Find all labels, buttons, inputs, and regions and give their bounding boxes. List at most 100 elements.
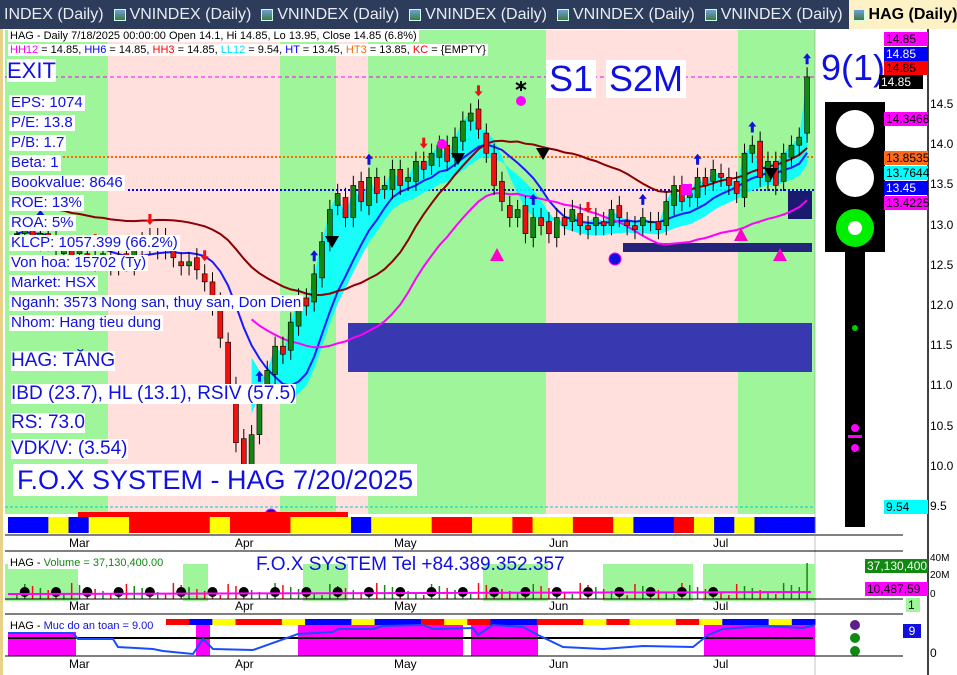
- candle-body: [280, 345, 286, 355]
- fundamental-item: ROE: 13%: [9, 194, 84, 211]
- volume-dot-icon: [301, 587, 312, 597]
- safety-strip-cell: [328, 619, 352, 625]
- volume-header: HAG - Volume = 37,130,400.00: [8, 557, 166, 569]
- fundamental-item: Bookvalue: 8646: [9, 174, 125, 191]
- light-off-icon: [836, 159, 874, 197]
- price-label: 13.7644: [884, 166, 930, 180]
- trend-strip-cell: [693, 517, 715, 533]
- candle-body: [358, 181, 364, 202]
- indicator-name: HT3: [345, 44, 367, 56]
- volume-avg-line: [7, 591, 812, 595]
- tab-1[interactable]: VNINDEX (Daily): [110, 0, 258, 29]
- trend-strip-cell: [512, 517, 534, 533]
- candle-body: [514, 209, 521, 218]
- tab-4[interactable]: VNINDEX (Daily): [553, 0, 701, 29]
- volume-dot-icon: [144, 587, 155, 597]
- trend-strip-cell: [774, 517, 796, 533]
- signal-s2m: S2M: [606, 60, 687, 98]
- safety-strip-cell: [606, 619, 631, 625]
- bear-zone: [546, 30, 738, 514]
- price-label: 14.85: [879, 75, 923, 89]
- candle-body: [726, 177, 732, 186]
- candle-body: [475, 108, 482, 130]
- buy-arrow-icon: [638, 193, 647, 205]
- candle-body: [702, 177, 709, 186]
- chart-window: HAG - Daily 7/18/2025 00:00:00 Open 14.1…: [0, 29, 957, 675]
- price-label: 14.85: [884, 61, 928, 75]
- magenta-triangle-icon: [490, 248, 504, 261]
- candle-body: [287, 321, 294, 351]
- tab-6[interactable]: HAG (Daily)×: [848, 0, 957, 29]
- support-zone: [348, 323, 812, 372]
- trend-strip-cell: [129, 517, 150, 533]
- price-tick: 14.0: [930, 137, 954, 152]
- safety-symbol: HAG -: [10, 620, 44, 632]
- candle-body: [420, 160, 427, 170]
- candle-body: [616, 205, 623, 218]
- month-label: Mar: [69, 657, 90, 671]
- indicator-value: = 9.54,: [245, 44, 286, 56]
- candle-body: [593, 217, 599, 226]
- candle-body: [14, 233, 20, 235]
- tab-2[interactable]: VNINDEX (Daily): [257, 0, 405, 29]
- rs-status: RS: 73.0: [11, 412, 85, 433]
- tab-5[interactable]: VNINDEX (Daily): [701, 0, 849, 29]
- magenta-bar-icon: [848, 435, 862, 438]
- month-label: Jun: [549, 536, 569, 550]
- trend-strip-cell: [169, 517, 191, 533]
- magenta-ma-line: [250, 192, 808, 349]
- safety-strip-cell: [444, 619, 468, 625]
- tab-label: INDEX (Daily): [4, 5, 104, 23]
- volume-bull-zone: [183, 564, 208, 601]
- candle-body: [499, 181, 505, 202]
- candle-body: [639, 217, 646, 226]
- tab-3[interactable]: VNINDEX (Daily): [405, 0, 553, 29]
- tab-0[interactable]: INDEX (Daily): [0, 0, 110, 29]
- price-tick: 10.5: [930, 418, 954, 433]
- indicator-value: = 14.85,: [174, 44, 221, 56]
- price-tick: 14.5: [930, 97, 954, 111]
- volume-avg-label: 10,487,59: [865, 582, 928, 596]
- candle-body: [647, 221, 654, 223]
- price-label: 9.54: [884, 500, 928, 514]
- fundamental-item: KLCP: 1057.399 (66.2%): [9, 234, 180, 251]
- trend-strip-cell: [88, 517, 110, 533]
- volume-axis-0: 0: [930, 589, 936, 600]
- safety-value-label: 9: [903, 624, 921, 638]
- candle-body: [538, 217, 544, 226]
- fundamental-item: P/B: 1.7: [9, 134, 67, 151]
- candle-body: [749, 144, 756, 154]
- trend-status: HAG: TĂNG: [11, 350, 116, 371]
- candle-body: [194, 257, 200, 271]
- candle-body: [546, 221, 552, 234]
- volume-dot-icon: [270, 587, 281, 597]
- signal-1-marker-icon: [608, 252, 622, 266]
- candle-body: [569, 209, 576, 222]
- month-label: Apr: [235, 657, 254, 671]
- candle-body: [710, 169, 717, 182]
- volume-dot-icon: [113, 587, 124, 597]
- volume-dot-icon: [19, 587, 30, 597]
- month-label: Jun: [549, 657, 569, 671]
- price-label: 14.3468: [884, 112, 930, 126]
- candle-body: [303, 297, 310, 307]
- price-label: 13.4225: [884, 196, 930, 210]
- safety-axis-0: 0: [930, 646, 937, 660]
- trend-strip-cell: [250, 517, 271, 533]
- candle-body: [366, 177, 372, 206]
- ibd-status: IBD (23.7), HL (13.1), RSIV (57.5): [11, 383, 297, 404]
- safety-strip-cell: [351, 619, 376, 625]
- fundamental-item: Nhom: Hang tieu dung: [9, 314, 164, 331]
- candle-body: [405, 177, 411, 182]
- magenta-dot-icon: [516, 96, 526, 106]
- month-label: Mar: [69, 536, 90, 550]
- candle-body: [506, 205, 513, 218]
- sell-arrow-icon: [145, 214, 154, 226]
- volume-bull-zone: [703, 564, 815, 601]
- price-tick: 13.0: [930, 217, 954, 232]
- candle-body: [272, 345, 278, 375]
- indicator-name: KC: [412, 44, 429, 56]
- sell-arrow-icon: [584, 201, 593, 213]
- price-chart[interactable]: [3, 29, 957, 675]
- safety-strip-cell: [374, 619, 399, 625]
